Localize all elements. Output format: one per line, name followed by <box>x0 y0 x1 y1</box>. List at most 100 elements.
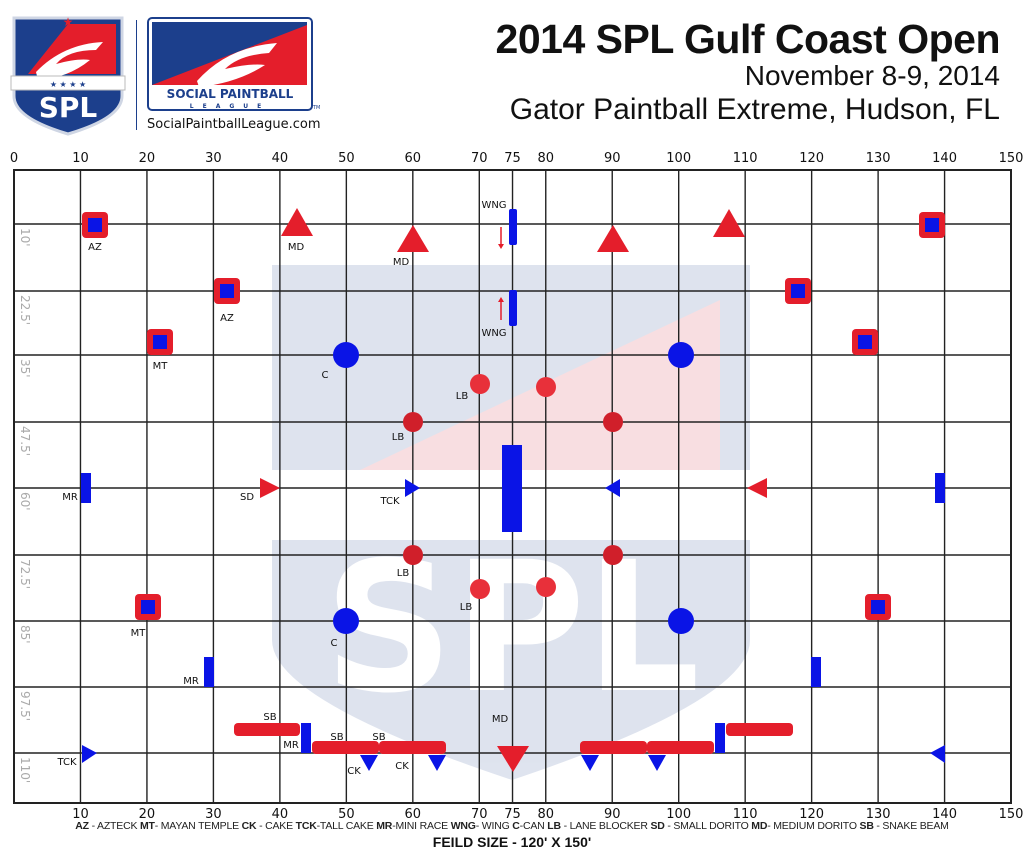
obstacle-label: C <box>331 638 338 649</box>
svg-text:SOCIAL PAINTBALL: SOCIAL PAINTBALL <box>167 87 294 101</box>
obstacle-label: MT <box>153 361 169 372</box>
wing-obstacle <box>509 290 517 326</box>
mini-race <box>935 473 945 503</box>
can-obstacle <box>333 342 359 368</box>
lane-blocker <box>603 412 623 432</box>
x-tick-bottom: 20 <box>139 807 156 822</box>
x-tick-top: 100 <box>666 151 691 166</box>
snake-beam <box>647 741 714 754</box>
small-dorito <box>260 478 280 498</box>
x-tick-bottom: 10 <box>72 807 89 822</box>
legend-abbr: SD <box>650 820 665 832</box>
y-tick: 72.5' <box>18 559 32 589</box>
mini-race <box>811 657 821 687</box>
legend-abbr: MT <box>139 820 155 832</box>
svg-text:LEAGUE: LEAGUE <box>190 103 270 110</box>
legend-item: AZ - AZTECK <box>75 820 137 832</box>
snake-beam <box>580 741 647 754</box>
can-obstacle <box>333 608 359 634</box>
obstacle-label: TCK <box>379 496 400 507</box>
tall-cake <box>605 479 620 497</box>
legend-name: - WING <box>475 820 510 832</box>
mini-race <box>204 657 214 687</box>
medium-dorito <box>713 209 745 237</box>
obstacle-label: SD <box>240 492 254 503</box>
legend-abbr: MR <box>376 820 393 832</box>
legend-name: - AZTECK <box>88 820 138 832</box>
azteck-core <box>88 218 102 232</box>
obstacles: AZ AZ MT MT MD MD MD WNG WNG C C LB LB LB LB MR MR SD TCK T… <box>56 200 945 777</box>
social-paintball-league-logo: SOCIAL PAINTBALL LEAGUE TM <box>147 17 320 111</box>
legend-name: -MINI RACE <box>392 820 448 832</box>
obstacle-label: MR <box>283 740 299 751</box>
y-tick: 22.5' <box>18 295 32 325</box>
obstacle-label: CK <box>395 761 409 772</box>
lane-blocker <box>470 579 490 599</box>
mini-race <box>301 723 311 753</box>
snake-beam <box>379 741 446 754</box>
x-tick-top: 60 <box>405 151 422 166</box>
y-tick: 10' <box>18 228 32 247</box>
azteck-core <box>871 600 885 614</box>
x-tick-top: 80 <box>537 151 554 166</box>
legend-name: - MAYAN TEMPLE <box>154 820 239 832</box>
obstacle-label: AZ <box>88 242 102 253</box>
x-tick-top: 110 <box>733 151 758 166</box>
medium-dorito <box>397 225 429 252</box>
obstacle-label: SB <box>330 732 343 743</box>
obstacle-label: MD <box>492 714 509 725</box>
azteck-core <box>153 335 167 349</box>
obstacle-label: CK <box>347 766 361 777</box>
medium-dorito <box>497 746 529 772</box>
obstacle-label: MD <box>288 242 305 253</box>
cake-obstacle <box>648 755 666 771</box>
svg-text:★ ★ ★ ★: ★ ★ ★ ★ <box>50 80 86 89</box>
mini-race <box>81 473 91 503</box>
legend-abbr: WNG <box>450 820 476 832</box>
azteck-core <box>141 600 155 614</box>
medium-dorito <box>281 208 313 236</box>
y-tick: 85' <box>18 625 32 644</box>
obstacle-label: C <box>322 370 329 381</box>
obstacle-label: MD <box>393 257 410 268</box>
x-tick-top: 10 <box>72 151 89 166</box>
legend-item: MT- MAYAN TEMPLE <box>140 820 239 832</box>
obstacle-label: LB <box>460 602 473 613</box>
y-tick: 110' <box>18 757 32 783</box>
legend-abbr: CK <box>241 820 257 832</box>
x-tick-bottom: 130 <box>866 807 891 822</box>
svg-text:SPL: SPL <box>39 91 98 124</box>
azteck-core <box>858 335 872 349</box>
tall-cake <box>930 745 945 763</box>
azteck-core <box>791 284 805 298</box>
legend-abbr: TCK <box>295 820 317 832</box>
x-tick-top: 75 <box>504 151 521 166</box>
legend-item: SD - SMALL DORITO <box>650 820 748 832</box>
snake-beam <box>234 723 300 736</box>
legend: AZ - AZTECK MT- MAYAN TEMPLE CK - CAKE T… <box>0 820 1024 832</box>
medium-dorito <box>597 225 629 252</box>
legend-item: WNG- WING <box>451 820 510 832</box>
logo-divider <box>136 20 137 130</box>
legend-name: - SMALL DORITO <box>664 820 749 832</box>
x-tick-top: 70 <box>471 151 488 166</box>
x-tick-bottom: 150 <box>999 807 1024 822</box>
x-tick-top: 0 <box>10 151 18 166</box>
field-size: FEILD SIZE - 120' X 150' <box>432 834 592 850</box>
lane-blocker <box>403 412 423 432</box>
x-tick-top: 90 <box>604 151 621 166</box>
x-tick-bottom: 90 <box>604 807 621 822</box>
azteck-core <box>925 218 939 232</box>
x-tick-top: 150 <box>999 151 1024 166</box>
can-obstacle <box>668 342 694 368</box>
legend-abbr: MD <box>751 820 768 832</box>
cake-obstacle <box>360 755 378 771</box>
y-tick: 60' <box>18 492 32 511</box>
arrow-head-icon <box>498 244 504 249</box>
cake-obstacle <box>581 755 599 771</box>
league-url[interactable]: SocialPaintballLeague.com <box>147 117 321 132</box>
legend-item: SB - SNAKE BEAM <box>860 820 949 832</box>
legend-item: CK - CAKE <box>242 820 293 832</box>
legend-name: - LANE BLOCKER <box>560 820 648 832</box>
